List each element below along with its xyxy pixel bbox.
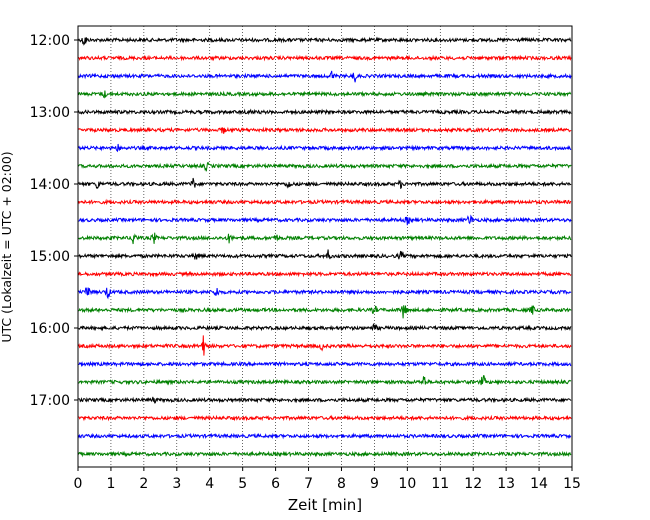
x-tick-label: 10 (398, 476, 416, 492)
x-tick-label: 14 (530, 476, 548, 492)
x-tick-label: 0 (74, 476, 83, 492)
trace-line (78, 360, 572, 368)
x-axis: 0 1 2 3 4 5 6 7 8 9 10 11 12 13 14 15 (74, 467, 581, 492)
trace-layer (78, 36, 572, 458)
trace-line (78, 54, 572, 62)
y-tick-label: 15:00 (30, 249, 70, 265)
x-tick-label: 3 (172, 476, 181, 492)
trace-line (78, 270, 572, 278)
x-tick-label: 12 (464, 476, 482, 492)
y-tick-label: 17:00 (30, 393, 70, 409)
y-tick-label: 14:00 (30, 177, 70, 193)
x-tick-label: 1 (106, 476, 115, 492)
trace-line (78, 161, 572, 172)
trace-line (78, 396, 572, 404)
x-tick-label: 7 (304, 476, 313, 492)
trace-line (78, 249, 572, 260)
x-tick-label: 6 (271, 476, 280, 492)
trace-line (78, 177, 572, 190)
trace-line (78, 198, 572, 206)
trace-line (78, 432, 572, 440)
trace-line (78, 232, 572, 245)
x-tick-label: 4 (205, 476, 214, 492)
trace-line (78, 126, 572, 134)
x-tick-label: 8 (337, 476, 346, 492)
y-tick-label: 13:00 (30, 105, 70, 121)
x-tick-label: 9 (370, 476, 379, 492)
trace-line (78, 214, 572, 226)
x-tick-label: 15 (563, 476, 581, 492)
y-axis: 12:00 13:00 14:00 15:00 16:00 17:00 (30, 33, 78, 409)
trace-line (78, 108, 572, 116)
trace-line (78, 450, 572, 458)
trace-line (78, 143, 572, 153)
x-tick-label: 5 (238, 476, 247, 492)
trace-line (78, 322, 572, 332)
y-axis-label: UTC (Lokalzeit = UTC + 02:00) (0, 151, 14, 342)
trace-line (78, 414, 572, 422)
x-tick-label: 2 (139, 476, 148, 492)
x-tick-label: 13 (497, 476, 515, 492)
trace-line (78, 375, 572, 386)
y-tick-label: 16:00 (30, 321, 70, 337)
trace-line (78, 70, 572, 83)
plot-frame (77, 25, 573, 468)
y-tick-label: 12:00 (30, 33, 70, 49)
x-axis-label: Zeit [min] (288, 496, 362, 514)
trace-line (78, 36, 572, 46)
trace-line (78, 287, 572, 300)
trace-line (78, 90, 572, 99)
x-tick-label: 11 (431, 476, 449, 492)
trace-line (78, 335, 572, 356)
trace-line (78, 305, 572, 319)
